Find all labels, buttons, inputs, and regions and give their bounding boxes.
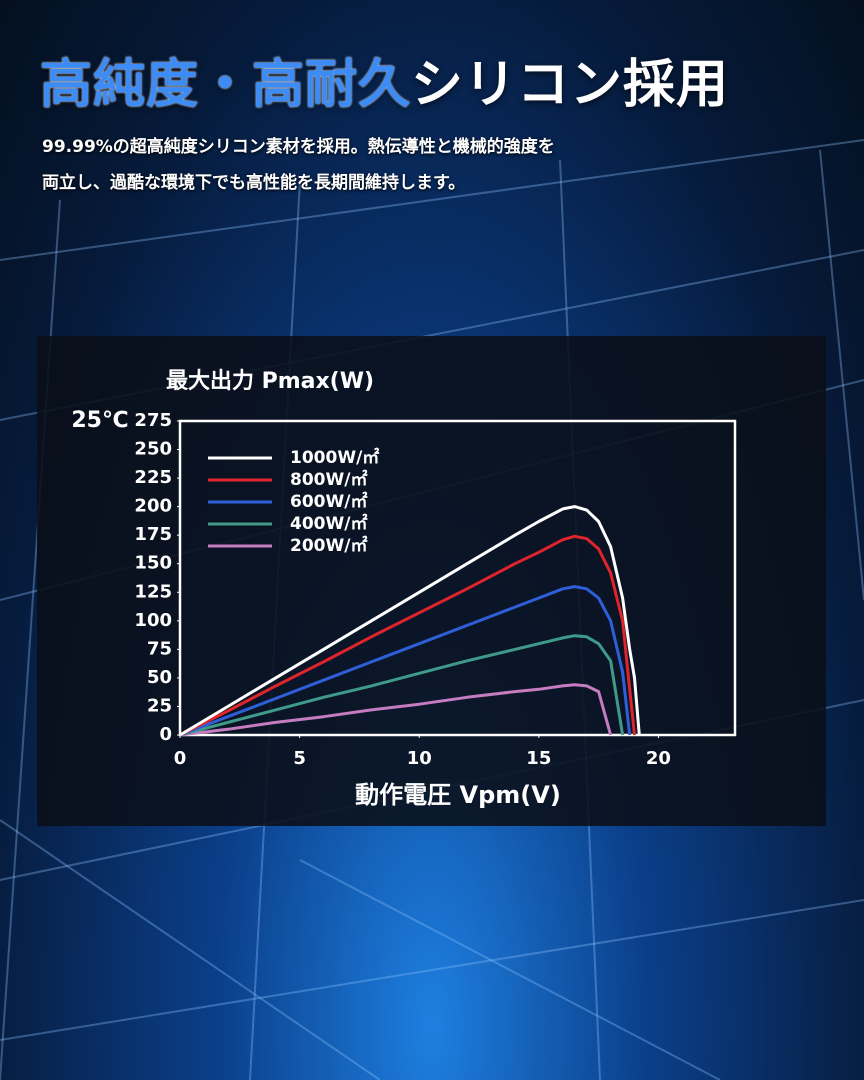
y-tick-label: 100 (134, 610, 172, 631)
x-tick-label: 5 (293, 748, 306, 769)
title-accent: 高純度・高耐久 (40, 55, 412, 115)
x-tick-label: 15 (526, 748, 551, 769)
series-line (179, 585, 632, 737)
series-line (179, 634, 625, 737)
series-line (179, 505, 641, 737)
y-tick-label: 125 (134, 581, 172, 602)
y-tick-label: 75 (147, 638, 172, 659)
y-axis-label: 最大出力 Pmax(W) (166, 369, 374, 394)
x-tick-label: 10 (407, 748, 432, 769)
y-tick-label: 25 (147, 695, 172, 716)
y-tick-label: 50 (147, 667, 172, 688)
legend-label: 600W/㎡ (290, 491, 367, 512)
y-tick-label: 175 (134, 524, 172, 545)
y-tick-label: 150 (134, 553, 172, 574)
description-line: 両立し、過酷な環境下でも高性能を長期間維持します。 (42, 173, 466, 193)
title: 高純度・高耐久シリコン採用 (40, 42, 729, 117)
y-tick-label: 275 (134, 410, 172, 431)
series-line (179, 683, 613, 737)
y-tick-label: 250 (134, 439, 172, 460)
legend-label: 200W/㎡ (290, 535, 367, 556)
annotation: 25℃ (71, 408, 128, 433)
chart-panel (37, 336, 826, 826)
legend-label: 400W/㎡ (290, 513, 367, 534)
description-line: 99.99%の超高純度シリコン素材を採用。熱伝導性と機械的強度を (42, 137, 555, 157)
series-line (179, 534, 636, 737)
title-rest: シリコン採用 (411, 55, 730, 115)
y-tick-label: 225 (134, 467, 172, 488)
y-tick-label: 200 (134, 496, 172, 517)
x-tick-label: 20 (646, 748, 671, 769)
x-axis-label: 動作電圧 Vpm(V) (355, 781, 561, 809)
legend-label: 1000W/㎡ (290, 447, 379, 468)
plot-frame (178, 419, 737, 737)
legend-label: 800W/㎡ (290, 469, 367, 490)
x-tick-label: 0 (174, 748, 187, 769)
y-tick-label: 0 (159, 724, 172, 745)
